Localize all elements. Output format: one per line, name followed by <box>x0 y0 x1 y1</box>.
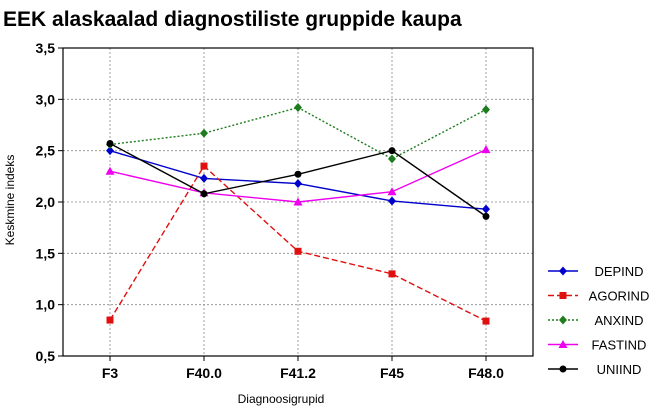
chart-title: EEK alaskaalad diagnostiliste gruppide k… <box>3 8 462 31</box>
series-uniind <box>106 139 490 220</box>
data-point-anxind <box>294 103 302 113</box>
series-agorind <box>106 162 490 325</box>
legend-label-anxind: ANXIND <box>594 313 643 328</box>
y-tick-label: 3,0 <box>36 91 56 107</box>
legend: DEPIND AGORIND ANXIND FASTIND UNIIND <box>548 264 649 377</box>
data-point-agorind <box>482 317 490 325</box>
y-tick-label: 3,5 <box>36 40 56 56</box>
data-point-fastind <box>481 145 491 154</box>
x-tick-label: F45 <box>380 365 404 381</box>
x-tick-label: F3 <box>102 365 119 381</box>
legend-label-agorind: AGORIND <box>589 289 650 304</box>
data-point-uniind <box>388 147 396 155</box>
y-tick-label: 1,0 <box>36 297 56 313</box>
data-point-fastind <box>387 187 397 196</box>
x-tick-label: F41.2 <box>280 365 316 381</box>
data-point-agorind <box>200 162 208 170</box>
y-tick-label: 0,5 <box>36 348 56 364</box>
y-axis: 0,5 1,0 1,5 2,0 2,5 3,0 3,5 <box>36 40 63 364</box>
series-depind <box>106 146 490 214</box>
legend-item-uniind: UNIIND <box>548 362 641 377</box>
data-point-depind <box>482 204 490 214</box>
legend-marker-depind <box>559 266 567 276</box>
data-point-agorind <box>294 247 302 255</box>
series-group <box>105 103 491 325</box>
data-point-uniind <box>106 139 114 147</box>
legend-item-anxind: ANXIND <box>548 313 644 328</box>
legend-marker-agorind <box>559 292 567 299</box>
legend-label-depind: DEPIND <box>594 264 643 279</box>
x-tick-label: F40.0 <box>186 365 222 381</box>
legend-label-fastind: FASTIND <box>592 338 647 353</box>
data-point-anxind <box>482 105 490 115</box>
data-point-agorind <box>388 270 396 278</box>
x-axis-label: Diagnoosigrupid <box>238 392 325 406</box>
data-point-uniind <box>294 170 302 178</box>
y-tick-label: 2,0 <box>36 194 56 210</box>
y-tick-label: 2,5 <box>36 143 56 159</box>
y-tick-label: 1,5 <box>36 245 56 261</box>
legend-item-depind: DEPIND <box>548 264 644 279</box>
data-point-depind <box>106 146 114 156</box>
data-point-uniind <box>200 190 208 198</box>
data-point-depind <box>294 179 302 189</box>
legend-marker-anxind <box>559 315 567 325</box>
x-tick-label: F48.0 <box>468 365 504 381</box>
legend-item-agorind: AGORIND <box>548 289 649 304</box>
legend-marker-fastind <box>558 340 568 348</box>
data-point-anxind <box>388 154 396 164</box>
data-point-agorind <box>106 316 114 324</box>
data-point-anxind <box>200 128 208 138</box>
data-point-fastind <box>105 166 115 175</box>
y-axis-label: Keskmine indeks <box>3 155 17 246</box>
legend-item-fastind: FASTIND <box>548 338 646 353</box>
data-point-fastind <box>293 197 303 206</box>
x-axis: F3 F40.0 F41.2 F45 F48.0 <box>102 356 504 381</box>
legend-label-uniind: UNIIND <box>597 362 642 377</box>
data-point-uniind <box>482 212 490 220</box>
data-point-depind <box>388 196 396 206</box>
legend-marker-uniind <box>559 365 567 373</box>
data-point-depind <box>200 173 208 183</box>
